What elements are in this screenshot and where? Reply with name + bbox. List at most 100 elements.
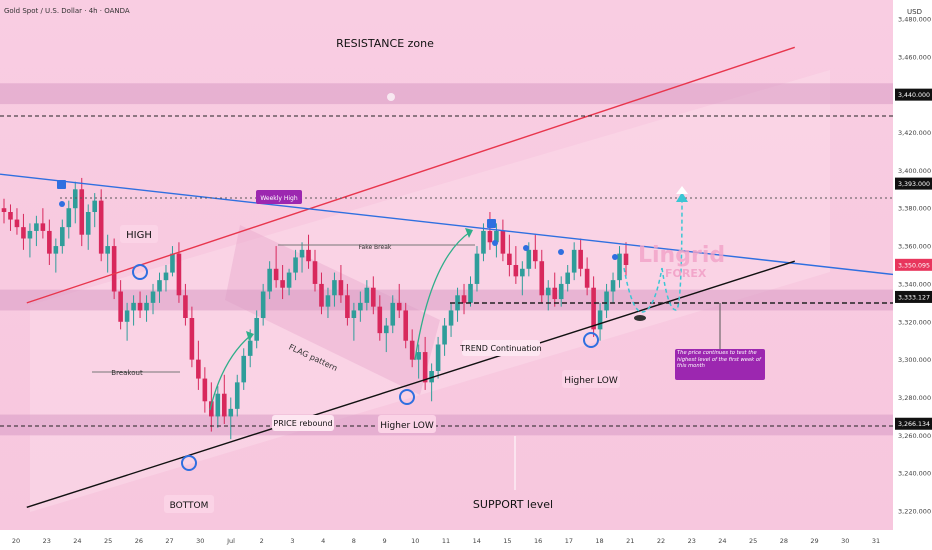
candle-body	[209, 401, 214, 417]
price-tag-box	[895, 290, 932, 303]
bottom-label: BOTTOM	[170, 501, 209, 511]
candle-body	[144, 302, 149, 311]
candle-body	[416, 352, 421, 360]
price-rebound-bg	[272, 415, 334, 431]
rebound-arrow	[209, 335, 251, 411]
candle-body	[254, 318, 259, 341]
x-tick-label: Jul	[226, 537, 235, 545]
higher-low-1-label: Higher LOW	[380, 421, 434, 431]
candle-body	[47, 230, 52, 254]
candle-body	[351, 310, 357, 318]
chart-title: Gold Spot / U.S. Dollar · 4h · OANDA	[4, 7, 130, 15]
trend-lines-layer	[0, 46, 894, 508]
candle-body	[98, 200, 104, 254]
x-tick-label: 25	[104, 537, 112, 545]
candle-body	[14, 219, 20, 228]
bottom-label-bg	[164, 495, 214, 513]
x-tick-label: 28	[780, 537, 788, 545]
higher-low-2-label: Higher LOW	[564, 376, 618, 386]
candle-body	[60, 227, 65, 247]
x-tick-label: 4	[321, 537, 325, 545]
bottom-marker	[181, 455, 197, 471]
candle-body	[565, 272, 570, 284]
trend-line	[0, 173, 894, 276]
weekly-high-bg	[256, 190, 302, 204]
x-tick-label: 16	[534, 537, 542, 545]
candle-body	[481, 230, 486, 254]
y-tick-label: 3,380.000	[898, 205, 931, 213]
x-tick-label: 14	[473, 537, 481, 545]
download-icon-2	[487, 219, 496, 228]
candle-body	[40, 223, 46, 231]
candle-body	[383, 325, 389, 334]
zone-support	[0, 414, 893, 436]
candle-body	[85, 212, 91, 235]
candle-body	[228, 408, 234, 417]
note-text: The price continues to test the highest …	[677, 350, 761, 370]
price-tag-label: 3,350.095	[898, 262, 930, 269]
projection-curve-2	[661, 199, 683, 311]
candle-body	[442, 325, 447, 345]
candle-body	[610, 280, 616, 292]
download-icon-1	[57, 180, 66, 189]
y-tick-label: 3,480.000	[898, 15, 931, 23]
y-tick-label: 3,340.000	[898, 280, 931, 288]
support-level-label: SUPPORT level	[473, 498, 553, 511]
candle-body	[286, 272, 292, 288]
watermark-sub: FOREX	[665, 267, 707, 280]
candle-body	[72, 189, 78, 209]
candle-body	[448, 310, 454, 326]
price-tag-label: 3,440.000	[898, 92, 930, 99]
candle-body	[487, 230, 493, 243]
high-label-bg	[120, 225, 158, 243]
breakout-label: Breakout	[111, 369, 143, 377]
candle-body	[345, 295, 350, 318]
candle-body	[202, 378, 208, 402]
trend-continuation-label: TREND Continuation	[459, 344, 541, 353]
candle-body	[358, 302, 363, 311]
candle-body	[189, 318, 195, 360]
candle-body	[299, 249, 305, 258]
watermark-main: Lingrid	[638, 243, 725, 268]
candle-body	[377, 306, 383, 334]
y-tick-label: 3,260.000	[898, 432, 931, 440]
candle-body	[150, 291, 156, 303]
candle-body	[435, 344, 441, 371]
price-axis-labels: 3,220.000 3,240.000 3,260.000 3,280.000 3,30…	[898, 15, 931, 515]
plus-icon	[387, 93, 395, 101]
candle-body	[396, 302, 402, 311]
resistance-line	[26, 46, 795, 304]
x-tick-label: 11	[442, 537, 450, 545]
x-tick-label: 26	[135, 537, 143, 545]
candle-body	[247, 340, 253, 356]
higher-low-marker-2	[583, 332, 599, 348]
weekly-high-label: Weekly High	[260, 195, 298, 202]
candle-body	[617, 253, 622, 281]
candle-body	[124, 310, 130, 322]
candle-body	[494, 230, 499, 243]
eye-icon	[634, 315, 646, 321]
note-text-wrap: The price continues to test the highest …	[677, 350, 761, 370]
candle-body	[79, 189, 85, 235]
resistance-zone-label: RESISTANCE zone	[336, 37, 434, 50]
y-tick-label: 3,220.000	[898, 508, 931, 516]
candle-body	[604, 291, 609, 311]
higher-low-1-bg	[378, 415, 436, 433]
candle-body	[312, 261, 318, 284]
candles-layer	[1, 177, 629, 440]
x-tick-label: 22	[657, 537, 665, 545]
candle-body	[623, 253, 629, 265]
x-tick-label: 30	[196, 537, 204, 545]
y-tick-label: 3,420.000	[898, 129, 931, 137]
candle-body	[163, 272, 169, 281]
candle-body	[500, 230, 506, 254]
x-tick-label: 31	[872, 537, 880, 545]
price-tag-box	[895, 177, 932, 190]
x-tick-label: 20	[12, 537, 20, 545]
candle-body	[455, 295, 460, 311]
price-tag-label: 3,333.127	[898, 294, 930, 301]
trend-continuation-bg	[462, 340, 540, 356]
candle-body	[34, 223, 39, 231]
candle-body	[571, 249, 577, 273]
